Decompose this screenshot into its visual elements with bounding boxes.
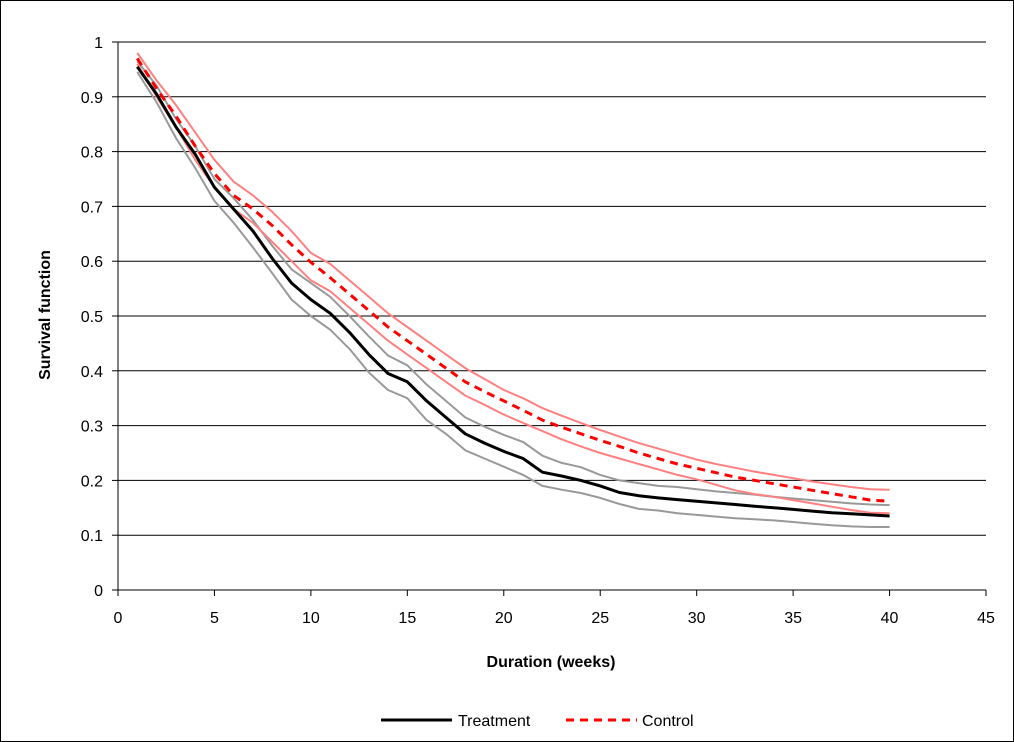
y-tick-label: 0.8 [81, 145, 103, 162]
series-line-control-lower-band [136, 63, 890, 515]
y-tick-label: 0.3 [81, 419, 103, 436]
series-line-control [136, 57, 890, 503]
y-tick-label: 0.2 [81, 473, 103, 490]
x-tick-label: 35 [784, 610, 802, 627]
y-tick-label: 0 [94, 583, 103, 600]
x-tick-label: 45 [977, 610, 995, 627]
y-axis-title: Survival function [37, 250, 54, 380]
x-tick-label: 30 [688, 610, 706, 627]
x-axis-title: Duration (weeks) [487, 654, 616, 671]
series-line-treatment-upper-band [136, 60, 890, 507]
x-tick-label: 40 [881, 610, 899, 627]
series-line-control-upper-band [136, 52, 890, 491]
legend: Treatment Control [381, 713, 694, 730]
y-tick-label: 0.9 [81, 90, 103, 107]
legend-label-treatment: Treatment [458, 713, 531, 730]
x-tick-label: 5 [210, 610, 219, 627]
x-tick-label: 20 [495, 610, 513, 627]
x-tick-label: 10 [302, 610, 320, 627]
x-tick-label: 15 [398, 610, 416, 627]
series-line-treatment [136, 65, 890, 518]
y-tick-label: 0.1 [81, 528, 103, 545]
y-tick-label: 0.4 [81, 364, 103, 381]
y-tick-label: 0.5 [81, 309, 103, 326]
x-tick-label: 0 [114, 610, 123, 627]
x-tick-label: 25 [591, 610, 609, 627]
y-tick-label: 0.7 [81, 199, 103, 216]
y-tick-label: 0.6 [81, 254, 103, 271]
y-tick-label: 1 [94, 35, 103, 52]
legend-label-control: Control [642, 713, 694, 730]
series-line-treatment-lower-band [136, 71, 890, 528]
